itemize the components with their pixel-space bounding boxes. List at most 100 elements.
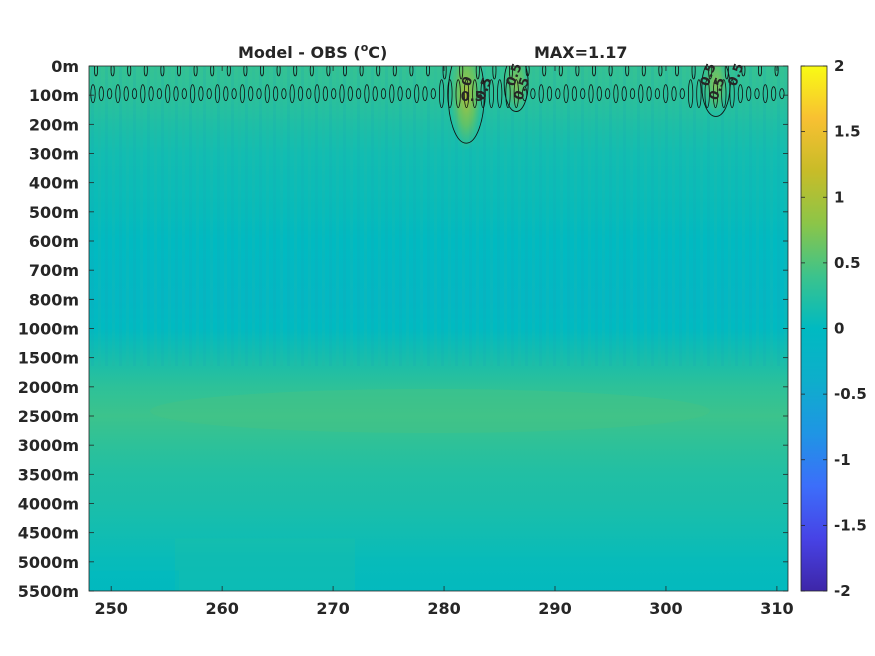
contour-line <box>779 88 785 100</box>
contour-line <box>447 79 453 109</box>
stripe <box>616 66 619 366</box>
stripe <box>336 66 339 366</box>
contour-line <box>762 84 768 104</box>
x-tick-label: 310 <box>760 599 793 618</box>
stripe <box>448 66 451 366</box>
contour-line <box>223 86 229 102</box>
stripe <box>714 66 717 366</box>
stripe <box>252 66 255 366</box>
contour-line <box>746 86 752 102</box>
stripe <box>357 66 360 366</box>
contour-line <box>260 66 264 77</box>
stripe <box>385 66 388 366</box>
contour-line <box>331 88 337 100</box>
contour-line <box>256 88 262 100</box>
stripe <box>98 66 101 366</box>
x-axis: 250 260 270 280 290 300 310 <box>94 66 794 618</box>
stripe <box>546 66 549 366</box>
stripe <box>574 66 577 366</box>
contour-line <box>509 66 513 80</box>
contour-line <box>289 84 295 104</box>
stripe <box>735 66 738 366</box>
stripe <box>189 66 192 366</box>
stripe <box>665 66 668 366</box>
stripe <box>329 66 332 366</box>
colorbar-tick-label: 1.5 <box>834 123 861 141</box>
contour-line <box>231 88 237 100</box>
contour-line <box>658 66 663 77</box>
y-tick-label: 500m <box>29 203 79 222</box>
stripe <box>476 66 479 366</box>
vertical-stripes <box>91 66 787 366</box>
contour-line <box>409 66 414 77</box>
y-tick-label: 1000m <box>18 320 79 339</box>
stripe <box>133 66 136 366</box>
contour-line <box>542 66 547 77</box>
contour-label: 0.5 <box>698 62 720 89</box>
y-tick-label: 0m <box>51 57 79 76</box>
stripe <box>343 66 346 366</box>
contour-line <box>309 66 314 77</box>
stripe <box>301 66 304 366</box>
contour-line <box>638 84 644 104</box>
y-tick-label: 5500m <box>18 582 79 601</box>
contour-line <box>675 66 679 77</box>
contour-line <box>492 66 497 80</box>
contour-line <box>580 88 586 100</box>
stripe <box>609 66 612 366</box>
y-tick-label: 2000m <box>18 378 79 397</box>
stripe <box>364 66 367 366</box>
contour-label: 0.5 <box>511 76 533 103</box>
contour-line <box>276 66 281 77</box>
contour-line <box>226 66 231 77</box>
contour-line <box>405 88 411 100</box>
stripe <box>140 66 143 366</box>
contour-line <box>397 86 403 102</box>
contour-label: 0.5 <box>474 76 496 103</box>
contour-line <box>143 66 148 77</box>
stripe <box>777 66 780 366</box>
contour-line <box>563 84 569 104</box>
y-tick-label: 400m <box>29 174 79 193</box>
stripe <box>532 66 535 366</box>
stripe <box>686 66 689 366</box>
contour-line <box>438 79 445 109</box>
stripe <box>266 66 269 366</box>
stripe <box>756 66 759 366</box>
contour-line <box>691 66 696 80</box>
stripe <box>728 66 731 366</box>
stripe <box>469 66 472 366</box>
stripe <box>490 66 493 366</box>
stripe <box>539 66 542 366</box>
stripe <box>462 66 465 366</box>
stripe <box>644 66 647 366</box>
stripe <box>210 66 213 366</box>
contour-line <box>604 88 611 100</box>
y-tick-label: 600m <box>29 232 79 251</box>
stripe <box>721 66 724 366</box>
chart-title: Model - OBS (oC) <box>238 41 387 62</box>
contour-line <box>497 79 503 109</box>
contour-line <box>505 79 511 109</box>
contour-line <box>355 88 362 100</box>
stripe <box>588 66 591 366</box>
contour-line <box>687 79 694 109</box>
contour-line <box>430 88 436 100</box>
y-axis: 0m 100m 200m 300m 400m 500m 600m 700m 800m 1000m 1… <box>18 57 788 601</box>
contour-line <box>414 84 420 104</box>
contour-line <box>392 66 397 77</box>
contour-line <box>210 66 215 77</box>
stripe <box>224 66 227 366</box>
x-tick-label: 270 <box>316 599 349 618</box>
contour-line <box>555 88 561 100</box>
contour-line <box>148 86 154 102</box>
mid-patch <box>175 538 355 591</box>
x-tick-label: 290 <box>538 599 571 618</box>
y-tick-label: 800m <box>29 290 79 309</box>
contour-line <box>364 84 370 104</box>
stripe <box>175 66 178 366</box>
y-tick-label: 200m <box>29 115 79 134</box>
colorbar-tick-label: 2 <box>834 57 844 75</box>
contour-line <box>306 88 312 100</box>
contour-line <box>297 86 304 102</box>
